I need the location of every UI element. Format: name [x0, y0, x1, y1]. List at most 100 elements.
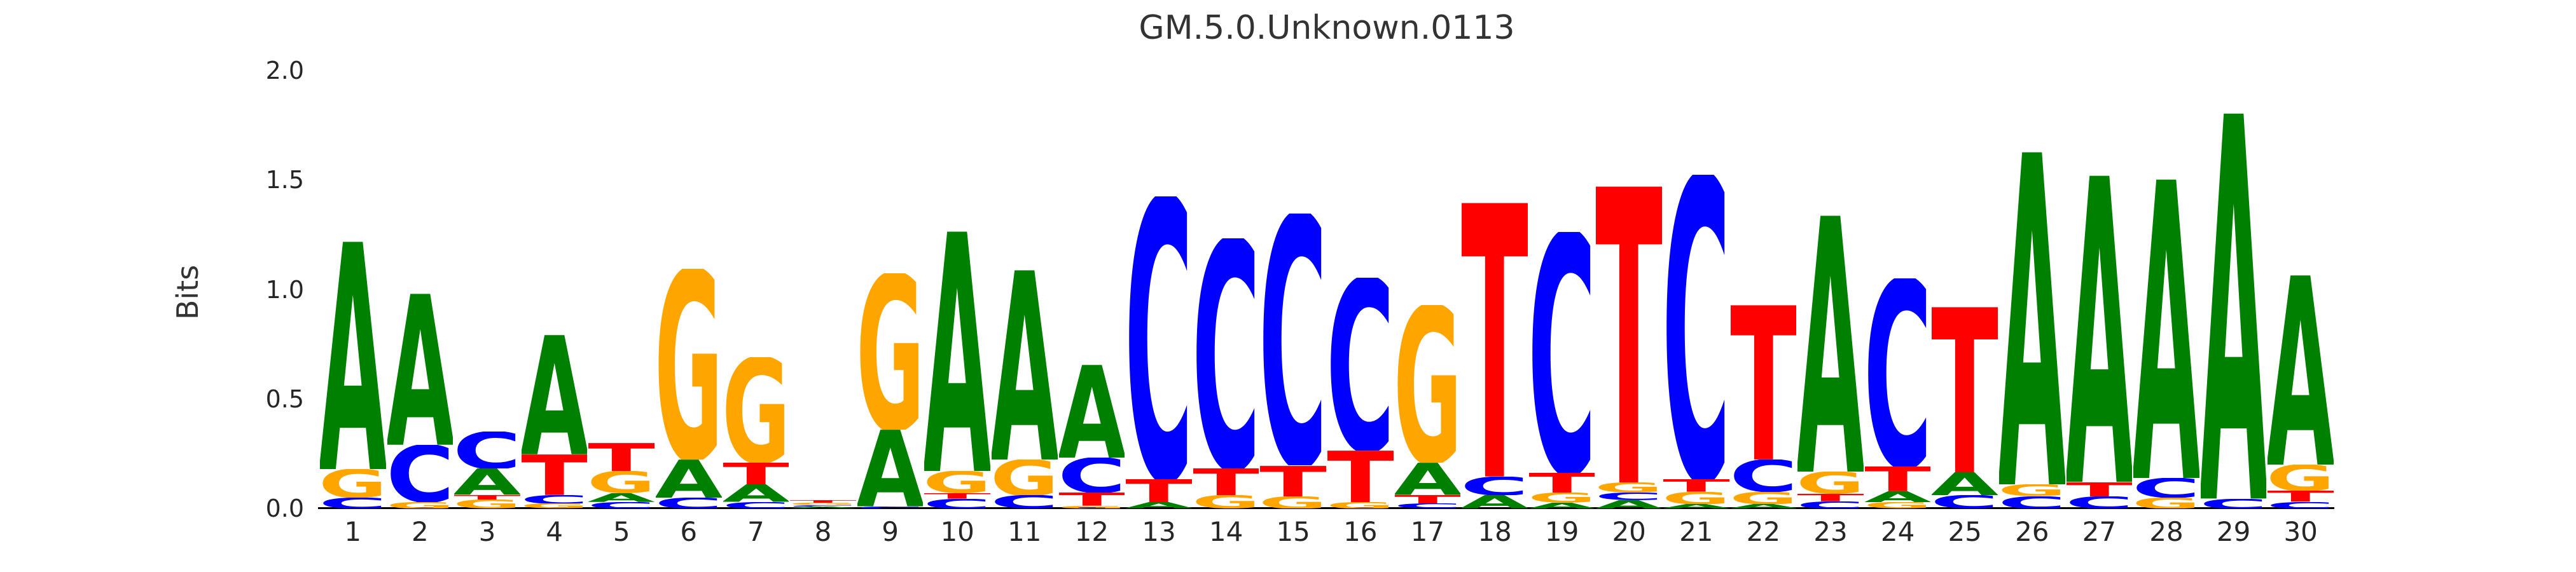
- logo-letter-G: G: [723, 357, 789, 462]
- svg-text:G: G: [387, 502, 453, 508]
- logo-letter-A: A: [1999, 152, 2065, 485]
- svg-text:G: G: [2133, 498, 2199, 508]
- logo-letter-G: G: [2268, 465, 2333, 491]
- svg-text:A: A: [656, 460, 721, 498]
- logo-letter-A: A: [2201, 113, 2266, 498]
- logo-letter-C: C: [1596, 493, 1661, 500]
- svg-text:C: C: [2201, 499, 2266, 509]
- svg-text:C: C: [320, 498, 385, 508]
- x-tick-label: 11: [1008, 516, 1042, 547]
- x-tick-label: 18: [1478, 516, 1512, 547]
- logo-letter-G: G: [1193, 495, 1259, 508]
- logo-letter-G: G: [2133, 498, 2199, 508]
- x-tick-label: 26: [2015, 516, 2049, 547]
- logo-letter-A: A: [588, 493, 654, 502]
- svg-text:C: C: [1126, 196, 1191, 479]
- logo-letter-G: G: [522, 503, 587, 508]
- logo-letter-C: C: [1395, 503, 1460, 508]
- x-tick-label: 25: [1948, 516, 1982, 547]
- svg-text:C: C: [1529, 232, 1595, 473]
- logo-letter-G: G: [790, 503, 855, 505]
- logo-letter-C: C: [2133, 478, 2199, 498]
- svg-text:T: T: [1663, 479, 1729, 492]
- logo-letter-T: T: [1327, 451, 1393, 502]
- logo-letter-G: G: [588, 471, 654, 493]
- logo-letter-T: T: [1059, 493, 1125, 506]
- logo-letter-C: C: [1462, 477, 1527, 495]
- x-tick-label: 9: [882, 516, 899, 547]
- svg-text:A: A: [2067, 175, 2132, 482]
- svg-text:C: C: [1865, 278, 1930, 466]
- logo-letter-G: G: [1059, 506, 1125, 508]
- logo-letter-C: C: [723, 502, 789, 508]
- logo-letter-T: T: [1797, 494, 1863, 501]
- logo-letter-A: A: [790, 507, 855, 508]
- svg-text:C: C: [1731, 460, 1796, 492]
- svg-text:A: A: [387, 294, 453, 445]
- logo-letter-G: G: [1797, 472, 1863, 493]
- svg-text:G: G: [1193, 495, 1259, 508]
- svg-text:T: T: [790, 500, 855, 503]
- svg-text:C: C: [656, 498, 721, 508]
- svg-text:A: A: [522, 335, 587, 454]
- svg-text:A: A: [857, 430, 923, 507]
- logo-letter-T: T: [1529, 473, 1595, 493]
- logo-letter-G: G: [857, 273, 923, 430]
- svg-text:A: A: [1865, 491, 1930, 502]
- x-tick-label: 4: [546, 516, 563, 547]
- svg-text:C: C: [1059, 458, 1125, 493]
- svg-text:C: C: [2268, 502, 2333, 508]
- svg-text:A: A: [1395, 463, 1460, 495]
- svg-text:C: C: [387, 445, 453, 502]
- svg-text:A: A: [924, 231, 990, 471]
- logo-letter-T: T: [1126, 479, 1191, 503]
- logo-letter-C: C: [1126, 196, 1191, 479]
- svg-text:G: G: [1865, 502, 1930, 508]
- logo-letter-A: A: [454, 468, 520, 494]
- svg-text:G: G: [924, 471, 990, 493]
- svg-text:T: T: [1797, 494, 1863, 501]
- svg-text:T: T: [1193, 468, 1259, 495]
- svg-text:T: T: [924, 493, 990, 499]
- logo-letter-A: A: [1596, 500, 1661, 508]
- svg-text:T: T: [1596, 186, 1661, 483]
- svg-text:C: C: [857, 507, 923, 508]
- svg-text:C: C: [790, 505, 855, 507]
- svg-text:C: C: [1327, 278, 1393, 451]
- logo-letter-G: G: [387, 502, 453, 508]
- svg-text:T: T: [723, 463, 789, 484]
- svg-text:G: G: [522, 503, 587, 508]
- logo-letter-T: T: [1663, 479, 1729, 492]
- logo-letter-G: G: [1731, 492, 1796, 504]
- svg-text:T: T: [522, 454, 587, 495]
- svg-text:T: T: [454, 495, 520, 500]
- x-tick-label: 21: [1679, 516, 1714, 547]
- y-tick-label: 2.0: [265, 57, 304, 85]
- svg-text:G: G: [1797, 472, 1863, 493]
- x-axis-line: [318, 507, 2334, 509]
- svg-text:G: G: [1529, 493, 1595, 503]
- logo-letter-A: A: [387, 294, 453, 445]
- logo-letter-T: T: [1395, 495, 1460, 504]
- logo-letter-A: A: [1529, 503, 1595, 508]
- x-tick-label: 17: [1410, 516, 1445, 547]
- svg-text:G: G: [1059, 506, 1125, 508]
- logo-letter-A: A: [1731, 504, 1796, 508]
- svg-text:G: G: [1999, 484, 2065, 496]
- svg-text:T: T: [1731, 305, 1796, 460]
- svg-text:A: A: [1731, 504, 1796, 508]
- logo-letter-T: T: [1932, 307, 1997, 472]
